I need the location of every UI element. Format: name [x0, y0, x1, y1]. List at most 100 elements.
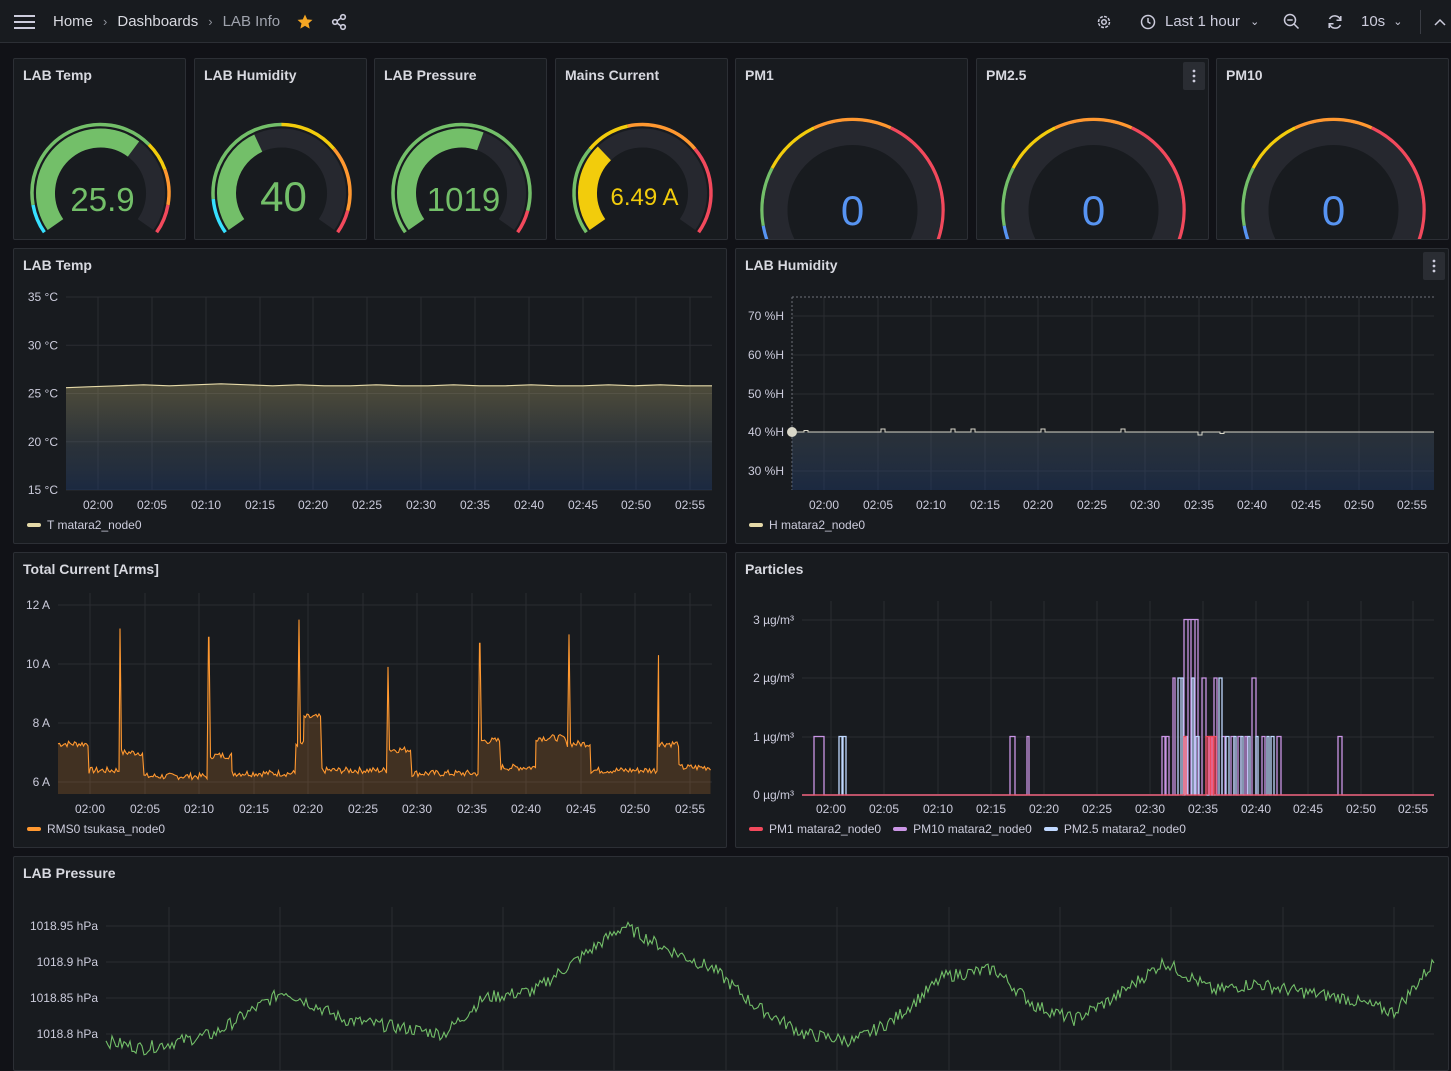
gauge-threshold-band	[1371, 126, 1426, 239]
x-tick-label: 02:05	[869, 802, 899, 816]
panel-title: PM10	[1226, 67, 1263, 83]
gauge-panel-mains-current[interactable]: Mains Current 6.49 A	[555, 58, 728, 240]
legend: RMS0 tsukasa_node0	[27, 822, 165, 836]
panel-title: LAB Humidity	[745, 257, 838, 273]
x-tick-label: 02:05	[863, 498, 893, 512]
gauge-threshold-band	[627, 122, 697, 151]
legend-swatch	[27, 523, 41, 527]
chart-lab-temp[interactable]: 02:00 02:05 02:10 02:15 02:20 02:25 02:30 02:35…	[14, 249, 727, 544]
x-tick-label: 02:10	[191, 498, 221, 512]
timeseries-panel-particles[interactable]: Particles 02:00 02:05 02:10 02:15 02:20 02:25…	[735, 552, 1449, 848]
panel-menu-kebab-icon[interactable]	[1423, 252, 1445, 280]
x-tick-label: 02:40	[1237, 498, 1267, 512]
chevron-right-icon: ›	[103, 14, 108, 29]
gauge-threshold-band	[155, 204, 170, 234]
gauge-panel-pm2-5[interactable]: PM2.5 0	[976, 58, 1209, 240]
x-tick-label: 02:25	[348, 802, 378, 816]
refresh-interval-label: 10s	[1361, 13, 1386, 30]
legend-swatch	[27, 827, 41, 831]
gauge-value: 6.49 A	[610, 184, 678, 211]
x-tick-label: 02:05	[137, 498, 167, 512]
x-tick-label: 02:15	[976, 802, 1006, 816]
legend-label: PM10 matara2_node0	[913, 822, 1032, 836]
gauge-track	[1004, 121, 1183, 239]
timeseries-panel-lab-pressure[interactable]: LAB Pressure 02:0002:0502:1002:1502:2002…	[13, 856, 1449, 1071]
gauge-value: 0	[1082, 187, 1105, 234]
time-range-picker[interactable]: Last 1 hour ⌄	[1140, 0, 1259, 43]
gauge-panel-lab-temp[interactable]: LAB Temp 25.9	[13, 58, 186, 240]
gauge-threshold-band	[1241, 167, 1255, 227]
gauge-threshold-band	[588, 124, 629, 151]
refresh-interval-picker[interactable]: 10s ⌄	[1361, 0, 1402, 43]
chart-particles[interactable]: 02:00 02:05 02:10 02:15 02:20 02:25 02:30 02:35…	[736, 553, 1449, 848]
menu-icon[interactable]	[14, 0, 36, 43]
gauge-threshold-band	[770, 126, 816, 170]
x-tick-label: 02:35	[460, 498, 490, 512]
refresh-icon[interactable]	[1327, 0, 1343, 43]
panel-title: Particles	[745, 561, 804, 577]
x-tick-label: 02:25	[352, 498, 382, 512]
panel-title: LAB Pressure	[23, 865, 116, 881]
breadcrumb-home[interactable]: Home	[53, 13, 94, 30]
breadcrumb-dashboards[interactable]: Dashboards	[117, 13, 199, 30]
chart-lab-pressure[interactable]: 02:0002:0502:1002:1502:2002:2502:3002:35…	[14, 857, 1449, 1071]
gauge-value: 0	[1322, 187, 1345, 234]
gauge-threshold-band	[31, 204, 46, 234]
chevron-down-icon: ⌄	[1250, 16, 1260, 28]
legend-label: PM1 matara2_node0	[769, 822, 882, 836]
legend-swatch	[893, 827, 908, 831]
x-tick-label: 02:35	[1188, 802, 1218, 816]
gauge-threshold-band	[1002, 225, 1010, 239]
panel-title: LAB Pressure	[384, 67, 477, 83]
clock-icon	[1140, 12, 1156, 32]
y-tick-label: 50 %H	[748, 387, 784, 401]
x-tick-label: 02:20	[1023, 498, 1053, 512]
legend-item[interactable]: PM1 matara2_node0	[749, 822, 881, 836]
x-tick-label: 02:30	[1130, 498, 1160, 512]
panel-title: PM1	[745, 67, 774, 83]
gauge-threshold-band	[332, 147, 352, 212]
timeseries-panel-total-current[interactable]: Total Current [Arms] 02:00 02:05 02:10 02:1…	[13, 552, 727, 848]
gauge-value-arc	[217, 134, 263, 230]
x-tick-label: 02:00	[816, 802, 846, 816]
legend-swatch	[749, 827, 763, 831]
gauge-threshold-band	[1001, 167, 1015, 227]
star-icon[interactable]	[297, 12, 313, 32]
series-line	[57, 619, 711, 781]
share-icon[interactable]	[331, 12, 347, 32]
legend-item[interactable]: T matara2_node0	[27, 518, 142, 532]
x-tick-label: 02:00	[83, 498, 113, 512]
gauge-threshold-band	[281, 122, 336, 151]
timeseries-panel-lab-temp[interactable]: LAB Temp 02:00 02:05 02:10 02:15 02:20 02:25 0…	[13, 248, 727, 544]
gauge-panel-pm1[interactable]: PM1 0	[735, 58, 968, 240]
gauge-panel-pm10[interactable]: PM10 0	[1216, 58, 1449, 240]
settings-gear-icon[interactable]	[1096, 0, 1112, 43]
gauge-value-arc	[36, 128, 140, 230]
x-tick-label: 02:50	[1346, 802, 1376, 816]
top-bar: Home › Dashboards › LAB Info Last 1 hour…	[0, 0, 1451, 43]
y-tick-label: 70 %H	[748, 309, 784, 323]
gauge-threshold-band	[336, 210, 350, 234]
y-tick-label: 2 µg/m³	[753, 671, 794, 685]
gauge-threshold-band	[516, 210, 530, 234]
collapse-chevron-up-icon[interactable]	[1434, 0, 1446, 43]
zoom-out-icon[interactable]	[1283, 0, 1300, 43]
legend-item[interactable]: RMS0 tsukasa_node0	[27, 822, 165, 836]
gauge-panel-lab-humidity[interactable]: LAB Humidity 40	[194, 58, 367, 240]
legend-item[interactable]: PM10 matara2_node0	[893, 822, 1032, 836]
legend: PM1 matara2_node0 PM10 matara2_node0 PM2…	[749, 822, 1186, 836]
panel-title: LAB Temp	[23, 67, 92, 83]
chart-total-current[interactable]: 02:00 02:05 02:10 02:15 02:20 02:25 02:30 02:35…	[14, 553, 727, 848]
panel-menu-kebab-icon[interactable]	[1183, 62, 1205, 90]
timeseries-panel-lab-humidity[interactable]: LAB Humidity 02:00 02:05 02:10 02:15 02:20 02…	[735, 248, 1449, 544]
gauge-value: 1019	[427, 181, 500, 218]
gauge-mains-current: 6.49 A	[572, 122, 713, 234]
x-tick-label: 02:45	[1293, 802, 1323, 816]
legend: T matara2_node0	[27, 518, 142, 532]
legend-item[interactable]: H matara2_node0	[749, 518, 865, 532]
gauge-panel-lab-pressure[interactable]: LAB Pressure 1019	[374, 58, 547, 240]
legend-item[interactable]: PM2.5 matara2_node0	[1043, 822, 1186, 836]
chart-lab-humidity[interactable]: 02:00 02:05 02:10 02:15 02:20 02:25 02:30 02:35…	[736, 249, 1449, 544]
x-tick-label: 02:25	[1082, 802, 1112, 816]
y-tick-label: 1 µg/m³	[753, 730, 794, 744]
